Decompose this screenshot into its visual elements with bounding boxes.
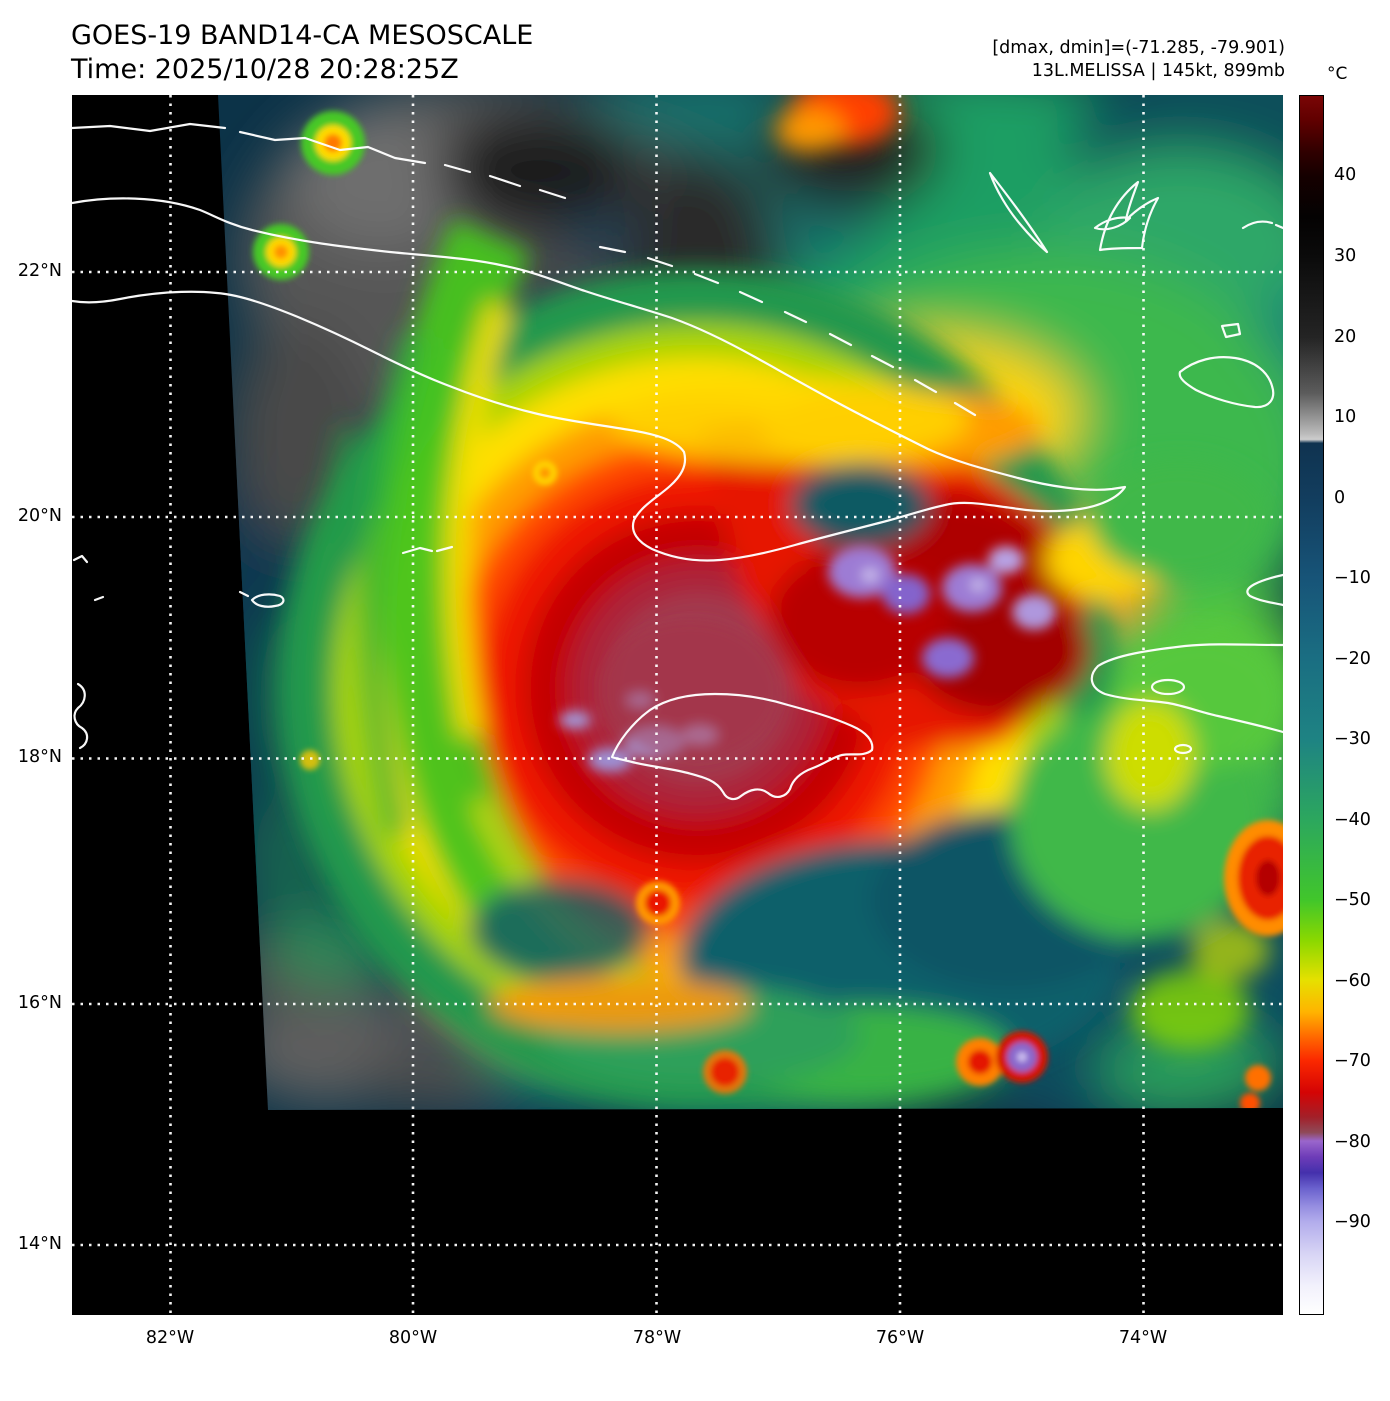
colorbar-tick: 40 [1334, 165, 1357, 185]
colorbar-tick: −50 [1334, 890, 1371, 910]
lat-tick-16n: 16°N [17, 993, 62, 1013]
page-title: GOES-19 BAND14-CA MESOSCALE [71, 20, 534, 51]
satellite-map-area: Copyright © 2020-2025 Dapiya [70, 95, 1285, 1401]
colorbar-tick: −60 [1334, 971, 1371, 991]
copyright-notice: Copyright © 2020-2025 Dapiya [152, 1377, 519, 1401]
storm-info-annotation: 13L.MELISSA | 145kt, 899mb [1031, 61, 1285, 81]
satellite-image [70, 95, 1285, 1315]
lon-tick-80w: 80°W [388, 1328, 438, 1348]
colorbar-gradient [1299, 95, 1324, 1315]
lon-tick-82w: 82°W [145, 1328, 195, 1348]
lon-tick-76w: 76°W [875, 1328, 925, 1348]
lat-tick-20n: 20°N [17, 506, 62, 526]
page-subtitle: Time: 2025/10/28 20:28:25Z [71, 54, 459, 85]
graticule [72, 95, 1283, 1315]
colorbar-tick: −80 [1334, 1132, 1371, 1152]
colorbar-tick: −90 [1334, 1212, 1371, 1232]
lat-tick-18n: 18°N [17, 747, 62, 767]
colorbar-unit-label: °C [1327, 64, 1348, 84]
screenshot-root: { "header": { "title_line1": "GOES-19 BA… [17, 20, 1371, 1401]
colorbar-tick: −70 [1334, 1051, 1371, 1071]
lon-tick-78w: 78°W [632, 1328, 682, 1348]
colorbar-tick: −40 [1334, 810, 1371, 830]
lat-tick-14n: 14°N [17, 1234, 62, 1254]
colorbar-tick: −10 [1334, 568, 1371, 588]
colorbar-tick: −30 [1334, 729, 1371, 749]
dmax-dmin-annotation: [dmax, dmin]=(-71.285, -79.901) [992, 38, 1285, 58]
colorbar-tick: 10 [1334, 407, 1357, 427]
colorbar-tick: 0 [1334, 488, 1346, 508]
colorbar-tick: 30 [1334, 246, 1357, 266]
lon-tick-74w: 74°W [1118, 1328, 1168, 1348]
colorbar-tick: −20 [1334, 649, 1371, 669]
colorbar-tick: 20 [1334, 327, 1357, 347]
coastlines [70, 122, 1285, 801]
data-swath [218, 95, 1283, 1110]
lat-tick-22n: 22°N [17, 261, 62, 281]
